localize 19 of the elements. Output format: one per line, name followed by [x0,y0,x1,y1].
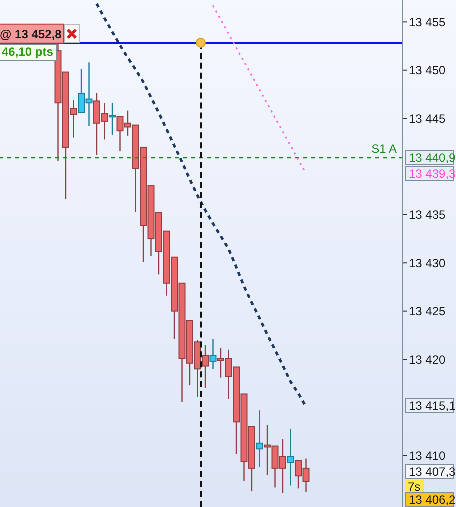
y-tick-label: 13 435 [409,208,446,222]
candlestick [287,428,294,486]
y-tick-label: 13 420 [409,352,446,367]
y-tick-label: 13 450 [409,64,446,78]
ref-line-label: @ 13 452,8 [0,27,62,42]
annotation: 46,10 pts [0,44,58,61]
text: 13 440,9 [405,150,456,165]
text: 7s [405,480,424,495]
y-tick-label: 13 430 [409,256,446,270]
candlestick [210,338,217,370]
ref-line-label: S1 A [372,142,397,156]
y-tick-label: 13 410 [409,449,446,464]
y-tick-label: 13 425 [409,304,446,319]
candlestick [256,410,264,468]
text: 13 415,1 [405,398,456,413]
text: 13 407,3 [405,464,456,479]
candlestick [109,102,116,136]
y-tick-label: 13 445 [409,112,446,126]
y-tick-label: 13 455 [409,15,446,30]
